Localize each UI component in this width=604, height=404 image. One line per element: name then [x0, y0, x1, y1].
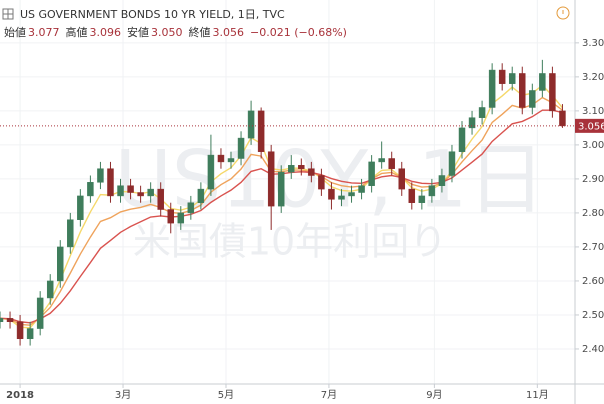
- last-price-label: 3.056: [578, 121, 604, 132]
- candle-body: [267, 151, 275, 207]
- candle-body: [147, 188, 154, 197]
- candle-body: [16, 321, 24, 340]
- candle-body: [559, 110, 566, 127]
- candle-body: [388, 158, 395, 169]
- candle-body: [378, 158, 385, 163]
- x-tick-label: 9月: [426, 389, 442, 401]
- value: 3.077: [28, 26, 60, 39]
- change: −0.021 (−0.68%): [250, 26, 347, 39]
- candle-body: [46, 280, 54, 299]
- candle-body: [117, 185, 124, 197]
- x-tick-label: 5月: [218, 389, 234, 401]
- candle-body: [277, 171, 285, 207]
- y-tick-label: 3.300: [582, 38, 604, 49]
- y-tick-label: 2.900: [582, 174, 604, 185]
- candle-body: [519, 73, 526, 108]
- y-tick-label: 2.800: [582, 208, 604, 219]
- last-price-tag: [575, 118, 604, 133]
- y-tick-label: 3.000: [582, 140, 604, 151]
- candle-body: [328, 188, 335, 200]
- y-tick-label: 2.600: [582, 276, 604, 287]
- candle-body: [107, 168, 114, 197]
- x-tick-label: 3月: [115, 389, 131, 401]
- candle-body: [137, 192, 144, 197]
- candle-body: [478, 107, 486, 118]
- candle-body: [539, 73, 546, 91]
- candle-body: [549, 73, 556, 112]
- x-tick-label: 2018: [6, 390, 34, 401]
- candle-body: [298, 165, 305, 169]
- candle-body: [448, 151, 456, 176]
- candle-body: [26, 328, 34, 340]
- candle-body: [157, 188, 164, 210]
- x-tick-label: 7月: [321, 389, 337, 401]
- label: 始値: [4, 25, 26, 39]
- candle-body: [197, 188, 205, 203]
- candle-body: [398, 168, 405, 190]
- candle-body: [167, 209, 174, 224]
- candle-body: [408, 188, 416, 203]
- label: 高値: [66, 25, 88, 39]
- candle-body: [57, 246, 64, 282]
- label: 安値: [127, 25, 149, 39]
- candle-body: [458, 127, 466, 152]
- candle-body: [6, 318, 14, 323]
- candle-body: [468, 117, 476, 129]
- value: 3.050: [151, 26, 183, 39]
- candle-body: [488, 69, 496, 108]
- watermark-symbol: US10Y, 1日: [115, 135, 546, 225]
- candle-body: [87, 182, 94, 197]
- candle-body: [0, 318, 4, 323]
- candle-body: [36, 297, 44, 329]
- ohlc-legend: 始値 3.077 高値 3.096 安値 3.050 終値 3.056 −0.021 (−0.6…: [4, 25, 347, 39]
- candle-body: [97, 168, 104, 183]
- candle-body: [418, 195, 426, 203]
- candle-body: [338, 195, 345, 200]
- alert-icon[interactable]: [556, 6, 570, 20]
- candle-body: [358, 185, 365, 193]
- candle-body: [237, 137, 245, 159]
- candle-body: [227, 158, 235, 163]
- candle-body: [288, 165, 295, 173]
- plot: [0, 59, 575, 346]
- candle-body: [177, 212, 185, 224]
- candle-body: [67, 219, 74, 248]
- x-tick-label: 11月: [526, 389, 549, 401]
- candle-body: [498, 69, 506, 84]
- watermark-name: 米国債10年利回り: [133, 220, 447, 264]
- candle-body: [207, 154, 215, 190]
- y-tick-label: 2.500: [582, 310, 604, 321]
- candle-body: [308, 168, 315, 176]
- candle-body: [77, 195, 84, 220]
- value: 3.056: [213, 26, 245, 39]
- candle-body: [257, 110, 265, 152]
- y-tick-label: 2.700: [582, 242, 604, 253]
- candle-body: [318, 175, 325, 190]
- candle-body: [217, 154, 225, 163]
- label: 終値: [189, 25, 211, 39]
- candle-body: [529, 90, 536, 108]
- candle-body: [127, 185, 134, 193]
- y-tick-label: 3.200: [582, 72, 604, 83]
- candle-body: [247, 110, 255, 139]
- chart-title: US GOVERNMENT BONDS 10 YR YIELD, 1日, TVC: [20, 8, 285, 21]
- y-tick-label: 2.400: [582, 344, 604, 355]
- candle-body: [508, 73, 516, 84]
- value: 3.096: [90, 26, 122, 39]
- candle-body: [438, 175, 446, 186]
- candle-body: [428, 185, 436, 197]
- candle-body: [368, 161, 375, 186]
- y-tick-label: 3.100: [582, 106, 604, 117]
- candle-body: [348, 192, 355, 197]
- candle-body: [187, 202, 195, 214]
